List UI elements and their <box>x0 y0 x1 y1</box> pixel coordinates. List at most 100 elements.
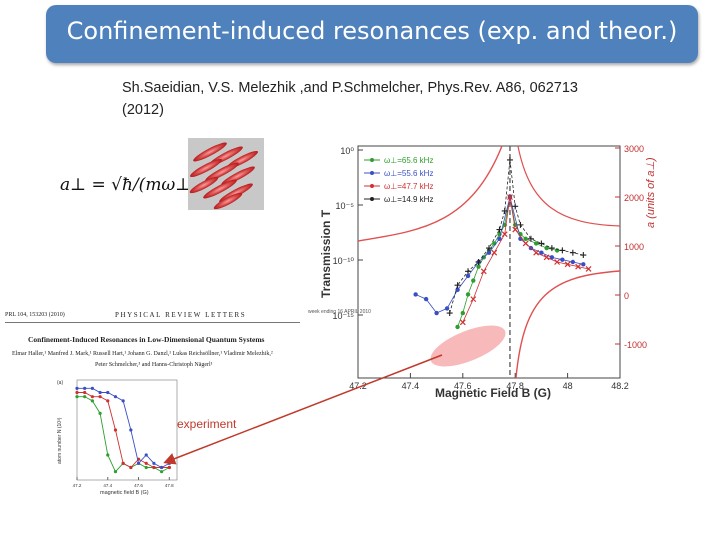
small-data-point <box>144 461 148 465</box>
legend-marker <box>370 197 374 201</box>
legend-entry: ω⊥=65.6 kHz <box>384 156 433 165</box>
data-point <box>475 259 482 265</box>
small-data-point <box>121 461 125 465</box>
data-point <box>423 296 429 302</box>
small-series-3 <box>75 386 171 470</box>
y-axis-right-label: a (units of a⊥) <box>645 157 657 228</box>
header-rule <box>5 322 335 323</box>
journal-name: PHYSICAL REVIEW LETTERS <box>115 311 247 319</box>
small-data-point <box>167 465 171 470</box>
data-point <box>454 282 461 289</box>
data-point <box>533 249 540 256</box>
data-point <box>533 241 539 246</box>
data-point <box>560 257 565 262</box>
small-data-point <box>83 395 87 399</box>
data-point <box>460 310 465 316</box>
small-tick-label: 47.6 <box>134 483 143 488</box>
data-point <box>549 255 555 260</box>
series-3 <box>459 194 592 326</box>
pointer-arrow <box>163 354 443 465</box>
data-point <box>497 236 502 241</box>
small-data-point <box>113 428 118 432</box>
small-data-point <box>113 395 118 399</box>
small-data-point <box>106 453 110 457</box>
highlight-ellipse <box>430 325 506 367</box>
data-point <box>446 310 453 317</box>
small-data-point <box>129 428 133 432</box>
paper-title: Confinement-Induced Resonances in Low-Di… <box>28 335 265 344</box>
series-2 <box>413 194 586 316</box>
small-data-point <box>152 461 156 465</box>
x-tick-label: 47.6 <box>454 381 472 391</box>
small-data-point <box>75 390 79 395</box>
small-data-point <box>106 390 110 395</box>
legend-entry: ω⊥=55.6 kHz <box>384 169 433 178</box>
data-point <box>480 268 487 275</box>
paper-authors-cont: Peter Schmelcher,³ and Hanns-Christoph N… <box>95 362 213 368</box>
data-point <box>459 319 466 326</box>
data-point <box>476 264 481 269</box>
data-point <box>581 262 586 267</box>
small-data-point <box>98 395 102 399</box>
data-point <box>491 249 498 256</box>
series-line <box>462 196 589 323</box>
data-point <box>501 231 508 238</box>
small-data-point <box>83 390 87 395</box>
data-point <box>455 324 460 330</box>
scattering-length-curves <box>357 145 621 379</box>
series-4 <box>446 156 587 317</box>
data-point <box>543 254 550 261</box>
y-tick-label: 10⁻¹⁰ <box>333 256 355 266</box>
small-x-label: magnetic field B (G) <box>100 490 149 496</box>
legend-marker <box>370 171 374 175</box>
small-data-point <box>144 465 148 470</box>
citation: Sh.Saeidian, V.S. Melezhik ,and P.Schmel… <box>122 80 578 118</box>
legend-marker <box>370 184 374 188</box>
data-point <box>465 292 471 297</box>
small-data-point <box>90 395 94 399</box>
y-tick-label: 10⁰ <box>340 146 354 156</box>
journal-stamp: week ending 16 APRIL 2010 <box>308 309 371 315</box>
small-tick-label: 47.8 <box>165 483 174 488</box>
data-point <box>522 240 529 247</box>
formula: a⊥ = √ħ/(mω⊥) <box>60 175 198 195</box>
data-point <box>444 306 450 311</box>
data-point <box>523 236 528 241</box>
data-point <box>548 245 555 252</box>
data-point <box>471 278 476 283</box>
small-y-label: atom number N (10³) <box>57 417 63 464</box>
legend-marker <box>370 158 374 162</box>
data-point <box>527 235 534 242</box>
x-tick-label: 47.8 <box>506 381 524 391</box>
x-axis-label: Magnetic Field B (G) <box>435 386 551 400</box>
transmission-series <box>413 156 592 330</box>
small-data-point <box>113 470 118 474</box>
theory-curve-left <box>357 145 503 242</box>
small-data-point <box>136 461 141 465</box>
small-data-point <box>160 465 164 470</box>
y-right-tick-label: 1000 <box>624 242 644 252</box>
data-point <box>470 296 477 303</box>
data-point <box>501 207 508 214</box>
small-data-point <box>152 465 156 470</box>
x-tick-label: 48 <box>563 381 573 391</box>
small-data-point <box>90 386 94 390</box>
data-point <box>538 240 545 247</box>
x-tick-label: 47.4 <box>402 381 420 391</box>
legend-entry: ω⊥=14.9 kHz <box>384 195 433 204</box>
data-point <box>544 245 549 251</box>
experiment-plot: (a) atom number N (10³) 47.2 47.4 47.6 47.8… <box>57 379 178 496</box>
data-point <box>554 259 561 265</box>
data-point <box>465 273 471 279</box>
optical-lattice-image <box>188 138 264 210</box>
x-tick-label: 47.2 <box>349 381 367 391</box>
title-banner: Confinement-induced resonances (exp. and… <box>46 5 698 63</box>
x-tick-label: 48.2 <box>611 381 629 391</box>
theory-curve-top <box>517 145 621 227</box>
data-point <box>569 249 576 256</box>
paper-authors: Elmar Haller,¹ Manfred J. Mark,¹ Russell… <box>12 351 273 357</box>
panel-label: (a) <box>57 380 63 386</box>
small-data-point <box>75 395 79 399</box>
data-point <box>512 226 519 233</box>
